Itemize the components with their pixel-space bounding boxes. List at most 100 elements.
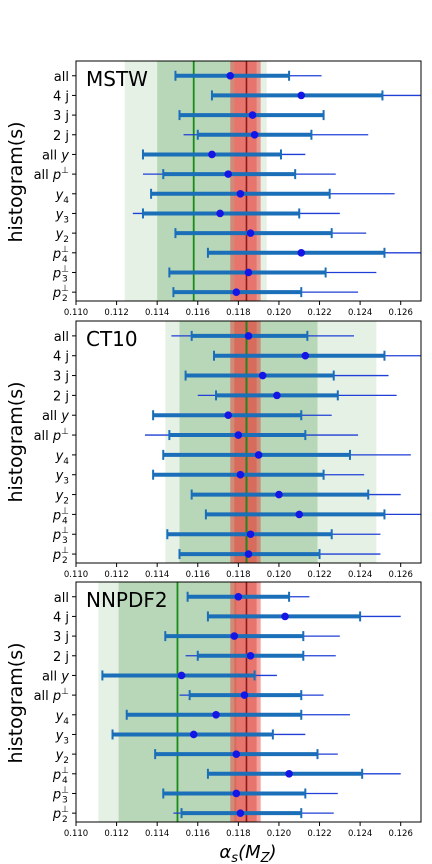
data-marker: [236, 189, 245, 198]
x-tick-label: 0.114: [145, 308, 169, 318]
data-point-5: [101, 670, 277, 681]
data-marker: [208, 150, 216, 159]
data-marker: [224, 170, 233, 178]
data-point-8: [111, 729, 306, 740]
data-point-10: [206, 247, 421, 258]
data-point-3: [184, 370, 389, 381]
y-tick-label: all p⊥: [34, 427, 70, 444]
data-point-1: [186, 591, 310, 602]
plot-area: [98, 582, 401, 822]
pdf-band-outer: [165, 321, 377, 563]
data-marker: [246, 530, 255, 539]
x-tick-label: 0.120: [267, 570, 291, 580]
panel-title: MSTW: [86, 67, 148, 91]
world-average-band-inner: [234, 582, 257, 822]
data-point-7: [162, 449, 411, 460]
x-tick-label: 0.126: [389, 829, 413, 839]
data-marker: [297, 249, 306, 257]
y-tick-label: all y: [42, 409, 69, 424]
panel-title: NNPDF2: [86, 588, 168, 612]
data-marker: [234, 431, 243, 439]
data-marker: [240, 691, 249, 699]
data-point-1: [171, 330, 355, 341]
data-point-6: [179, 690, 324, 701]
axes-frame: [75, 60, 422, 302]
y-tick-label: y4: [55, 709, 70, 727]
pdf-band-inner: [157, 61, 235, 301]
x-tick-label: 0.110: [64, 308, 88, 318]
pdf-band-inner: [179, 321, 318, 563]
data-point-2: [213, 350, 421, 361]
pdf-band-outer: [124, 61, 267, 301]
y-tick-label: p⊥ 4: [52, 245, 69, 265]
data-marker: [273, 391, 281, 400]
data-point-6: [145, 430, 359, 441]
data-point-10: [204, 509, 421, 520]
y-tick-label: y4: [55, 449, 70, 467]
data-point-4: [197, 390, 397, 401]
data-point-11: [166, 529, 381, 540]
data-point-9: [154, 749, 338, 760]
y-tick-label: all y: [42, 669, 69, 684]
data-marker: [230, 632, 239, 640]
x-tick-label: 0.126: [389, 570, 413, 580]
x-tick-label: 0.110: [64, 570, 88, 580]
data-marker: [248, 111, 257, 119]
data-marker: [236, 809, 245, 817]
data-marker: [212, 710, 220, 719]
data-marker: [250, 130, 259, 139]
axes-frame: [75, 581, 422, 823]
data-point-12: [173, 808, 334, 819]
x-tick-label: 0.116: [186, 308, 210, 318]
data-point-2: [210, 90, 421, 101]
x-tick-label: 0.122: [307, 570, 331, 580]
y-tick-label: 4 j: [53, 350, 69, 365]
data-marker: [232, 288, 241, 296]
x-tick-label: 0.112: [104, 570, 128, 580]
y-tick-label: p⊥ 2: [52, 805, 69, 825]
x-tick-label: 0.122: [307, 829, 331, 839]
x-axis-label: αs(MZ): [219, 842, 276, 864]
data-point-8: [132, 208, 340, 219]
x-axis-label-alpha: α: [219, 842, 231, 863]
y-axis-label-2: histogram(s): [5, 381, 27, 502]
y-tick-label: all p⊥: [34, 687, 70, 704]
x-tick-label: 0.112: [104, 829, 128, 839]
y-tick-label: 3 j: [53, 630, 69, 645]
y-tick-label: 4 j: [53, 89, 69, 104]
y-tick-label: y2: [55, 227, 69, 245]
x-tick-label: 0.122: [307, 308, 331, 318]
panel-title: CT10: [86, 327, 138, 351]
x-tick-label: 0.118: [226, 829, 250, 839]
y-axis-label-3: histogram(s): [5, 642, 27, 763]
y-tick-label: 3 j: [53, 109, 69, 124]
x-tick-label: 0.116: [186, 570, 210, 580]
y-axis-label-1: histogram(s): [5, 121, 27, 242]
data-marker: [254, 451, 263, 459]
data-point-11: [168, 267, 377, 278]
plot-area: [145, 321, 421, 563]
x-tick-label: 0.120: [267, 829, 291, 839]
y-tick-label: 4 j: [53, 610, 69, 625]
x-tick-label: 0.124: [348, 570, 372, 580]
data-marker: [297, 91, 306, 100]
y-tick-label: 2 j: [53, 389, 69, 404]
data-marker: [301, 351, 310, 360]
y-tick-label: y3: [55, 728, 69, 746]
world-average-band-outer: [230, 582, 261, 822]
y-tick-label: p⊥ 2: [52, 546, 69, 566]
data-point-1: [174, 70, 322, 81]
y-tick-label: p⊥ 3: [52, 264, 69, 284]
data-marker: [295, 510, 304, 519]
x-tick-label: 0.124: [348, 308, 372, 318]
x-tick-label: 0.120: [267, 308, 291, 318]
x-tick-label: 0.114: [145, 570, 169, 580]
data-marker: [258, 371, 267, 380]
data-marker: [226, 71, 235, 80]
data-point-6: [142, 169, 336, 180]
x-axis-label-sub: s: [231, 851, 238, 864]
data-point-8: [152, 469, 365, 480]
